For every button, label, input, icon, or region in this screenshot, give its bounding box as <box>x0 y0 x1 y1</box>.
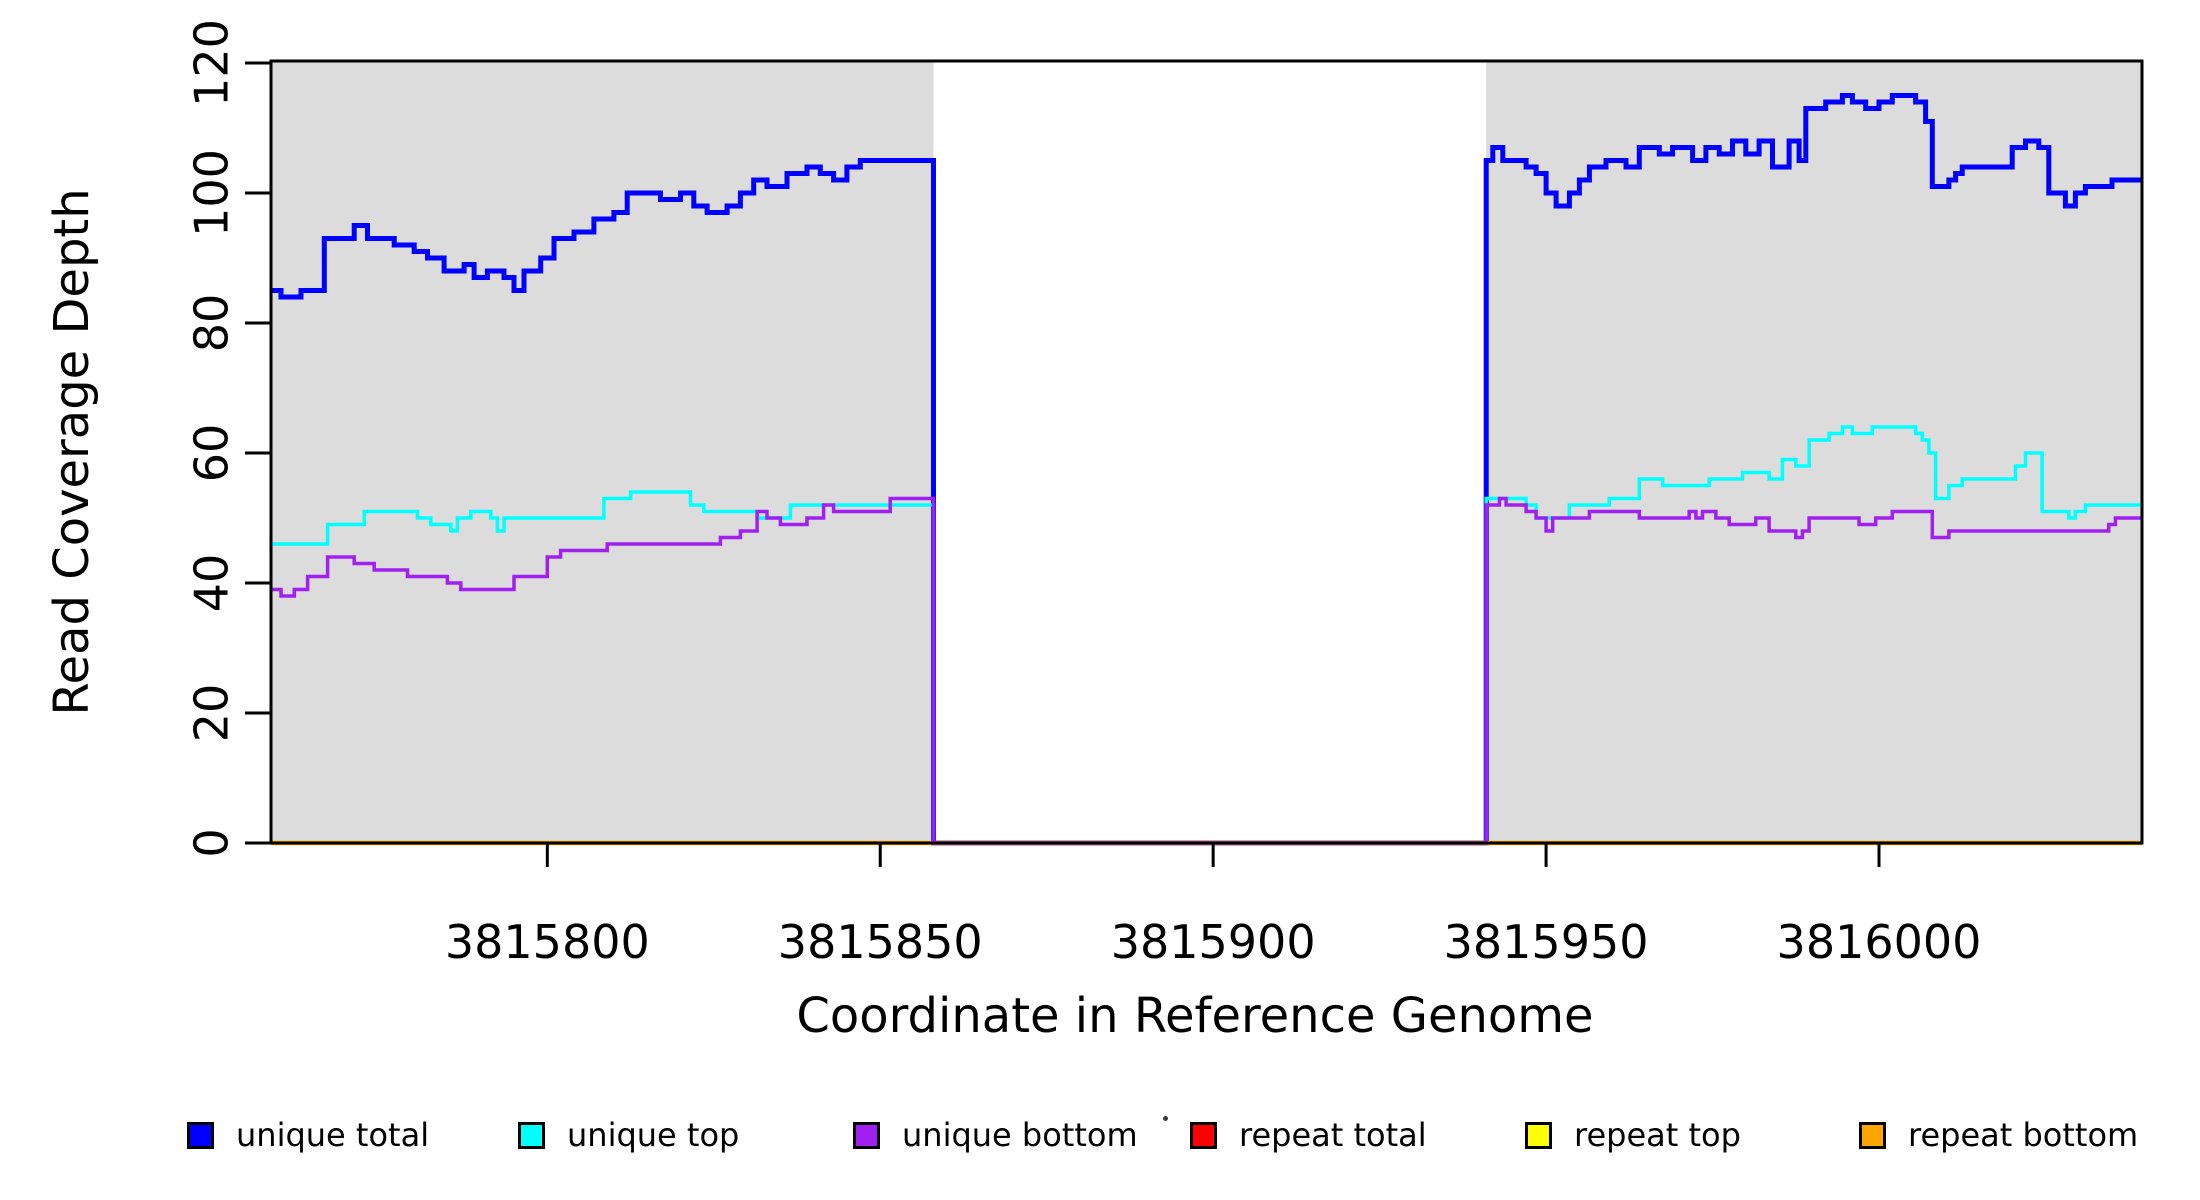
x-tick-label: 3815900 <box>1111 915 1316 969</box>
legend-label: unique top <box>567 1116 740 1154</box>
legend-swatch-repeat-bottom <box>1859 1121 1886 1149</box>
legend: unique total unique top unique bottom repea… <box>0 1100 2200 1170</box>
legend-label: repeat bottom <box>1908 1116 2139 1154</box>
legend-swatch-unique-total <box>187 1121 214 1149</box>
shaded-region-0 <box>271 61 934 843</box>
y-tick-label: 40 <box>185 554 239 613</box>
legend-item-repeat-total: repeat total <box>1190 1116 1427 1154</box>
y-tick-label: 60 <box>185 424 239 483</box>
x-axis-title: Coordinate in Reference Genome <box>796 988 1593 1044</box>
stray-dot-artifact <box>1163 1116 1168 1121</box>
series-unique-bottom <box>271 496 2142 845</box>
x-tick-label: 3815800 <box>445 915 650 969</box>
legend-swatch-unique-bottom <box>853 1121 880 1149</box>
plot-canvas: 0 20 40 60 80 100 120 3815800 3815850 3815900 3815… <box>44 19 2144 1044</box>
legend-item-unique-top: unique top <box>518 1116 739 1154</box>
y-tick-label: 80 <box>185 294 239 353</box>
y-tick-label: 120 <box>185 19 239 107</box>
y-tick-label: 20 <box>185 684 239 743</box>
x-tick-label: 3816000 <box>1777 915 1982 969</box>
y-axis-title: Read Coverage Depth <box>44 188 100 715</box>
legend-label: unique total <box>236 1116 430 1154</box>
legend-item-repeat-bottom: repeat bottom <box>1859 1116 2138 1154</box>
legend-swatch-unique-top <box>518 1121 545 1149</box>
y-tick-label: 0 <box>185 828 239 857</box>
x-tick-label: 3815850 <box>778 915 983 969</box>
x-tick-label: 3815950 <box>1444 915 1649 969</box>
legend-swatch-repeat-top <box>1525 1121 1552 1149</box>
series-unique-total <box>271 93 2142 846</box>
legend-item-repeat-top: repeat top <box>1525 1116 1741 1154</box>
legend-item-unique-bottom: unique bottom <box>853 1116 1138 1154</box>
legend-label: repeat total <box>1239 1116 1427 1154</box>
y-tick-label: 100 <box>185 149 239 237</box>
legend-label: unique bottom <box>902 1116 1138 1154</box>
legend-item-unique-total: unique total <box>187 1116 429 1154</box>
legend-label: repeat top <box>1574 1116 1741 1154</box>
series-unique-top <box>271 425 2142 845</box>
coverage-plot: 0 20 40 60 80 100 120 3815800 3815850 3815900 3815… <box>44 19 2144 1044</box>
legend-swatch-repeat-total <box>1190 1121 1217 1149</box>
